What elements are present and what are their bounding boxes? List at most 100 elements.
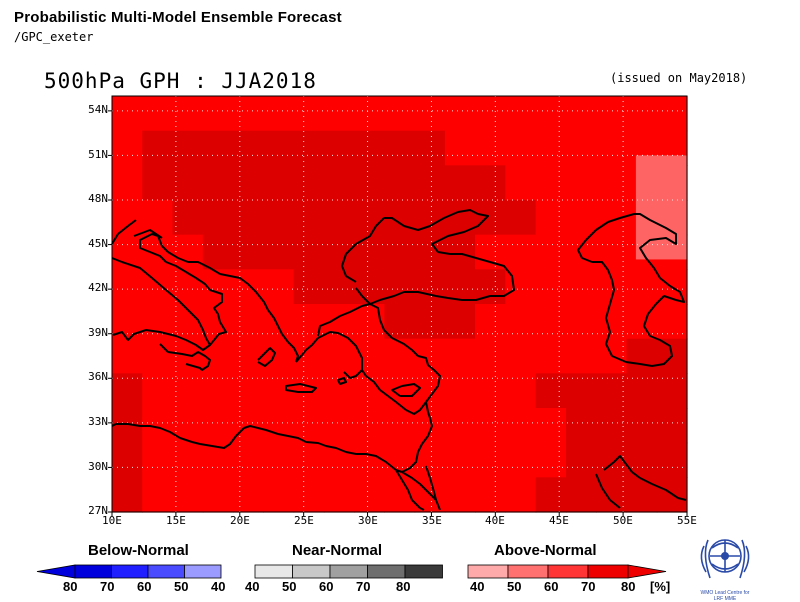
probability-cell xyxy=(293,130,325,166)
probability-cell xyxy=(444,165,476,201)
colorbar-segment xyxy=(547,564,589,579)
probability-cell xyxy=(475,477,507,513)
probability-cell xyxy=(354,442,385,478)
below-normal-colorbar xyxy=(36,564,222,579)
probability-cell xyxy=(444,96,476,132)
colorbar-segment xyxy=(467,564,509,579)
probability-cell xyxy=(384,304,416,340)
map-title: 500hPa GPH : JJA2018 xyxy=(44,69,317,93)
probability-cell xyxy=(263,234,295,270)
probability-cell xyxy=(565,96,597,132)
probability-cell xyxy=(505,442,537,478)
probability-cell xyxy=(596,442,628,478)
probability-cell xyxy=(596,234,628,270)
probability-cell xyxy=(535,338,567,374)
probability-cell xyxy=(414,373,446,409)
probability-cell xyxy=(535,165,567,201)
probability-cell xyxy=(142,130,174,166)
probability-cell xyxy=(565,130,597,166)
probability-cell xyxy=(323,338,355,374)
probability-cell xyxy=(384,373,416,409)
probability-cell xyxy=(475,408,507,444)
probability-cell xyxy=(656,408,688,444)
probability-cell xyxy=(596,408,628,444)
probability-cell xyxy=(202,408,234,444)
probability-cell xyxy=(233,200,264,236)
probability-cell xyxy=(505,130,537,166)
colorbar-segment xyxy=(254,564,293,579)
lat-label: 45N xyxy=(88,237,108,250)
probability-cell xyxy=(384,96,416,132)
probability-cell xyxy=(233,130,264,166)
probability-cell xyxy=(172,442,204,478)
probability-cell xyxy=(354,200,385,236)
logo-text-2: LRF MME xyxy=(713,596,737,602)
legend-value: 40 xyxy=(211,579,226,594)
probability-cell xyxy=(444,234,476,270)
probability-cell xyxy=(293,96,325,132)
probability-cell xyxy=(565,304,597,340)
probability-cell xyxy=(565,477,597,513)
probability-cell xyxy=(565,269,597,305)
probability-cell xyxy=(293,442,325,478)
legend-value: 50 xyxy=(282,579,297,594)
probability-cell xyxy=(414,165,446,201)
lon-label: 10E xyxy=(102,514,122,527)
probability-cell xyxy=(323,477,355,513)
probability-cell xyxy=(172,234,204,270)
probability-cell xyxy=(565,338,597,374)
probability-cell xyxy=(444,477,476,513)
probability-cell xyxy=(233,338,264,374)
probability-cell xyxy=(626,373,658,409)
wmo-emblem-icon xyxy=(700,539,750,579)
colorbar-arrow xyxy=(627,564,667,579)
probability-cell xyxy=(414,408,446,444)
probability-cell xyxy=(535,477,567,513)
probability-cell xyxy=(626,442,658,478)
lat-label: 42N xyxy=(88,281,108,294)
probability-cell xyxy=(354,130,385,166)
probability-cell xyxy=(475,373,507,409)
probability-cell xyxy=(475,200,507,236)
legend-value: 60 xyxy=(137,579,152,594)
lat-label: 51N xyxy=(88,148,108,161)
probability-cell xyxy=(384,408,416,444)
probability-cell xyxy=(202,165,234,201)
lon-label: 35E xyxy=(422,514,442,527)
probability-cell xyxy=(656,373,688,409)
probability-cell xyxy=(323,442,355,478)
legend-value: 80 xyxy=(621,579,636,594)
probability-cell xyxy=(172,96,204,132)
probability-cell xyxy=(112,338,143,374)
coastline-gulf xyxy=(595,455,687,509)
probability-cell xyxy=(384,269,416,305)
logo-text-1: WMO Lead Centre for xyxy=(700,590,750,596)
near-normal-colorbar xyxy=(254,564,443,579)
probability-cell xyxy=(202,96,234,132)
source-label: /GPC_exeter xyxy=(14,30,94,44)
probability-cell xyxy=(444,304,476,340)
probability-cell xyxy=(535,442,567,478)
probability-cell xyxy=(112,130,143,166)
probability-cell xyxy=(505,477,537,513)
coastlines xyxy=(111,209,687,511)
probability-cell xyxy=(263,165,295,201)
legend-value: 70 xyxy=(356,579,371,594)
probability-cell xyxy=(535,373,567,409)
above-normal-values: 40 50 60 70 80 [%] xyxy=(0,579,800,597)
probability-cell xyxy=(293,165,325,201)
colorbar-segment xyxy=(147,564,185,579)
legend-value: 80 xyxy=(396,579,411,594)
probability-cell xyxy=(172,477,204,513)
probability-cell xyxy=(414,269,446,305)
legend-value: 40 xyxy=(245,579,260,594)
probability-cell xyxy=(263,130,295,166)
coastline-black-sea xyxy=(341,209,515,305)
probability-cell xyxy=(475,165,507,201)
probability-cell xyxy=(565,234,597,270)
below-normal-values: 80 70 60 50 40 xyxy=(0,579,800,597)
lat-label: 54N xyxy=(88,103,108,116)
probability-cell xyxy=(293,477,325,513)
probability-cell xyxy=(384,130,416,166)
probability-cell xyxy=(596,304,628,340)
